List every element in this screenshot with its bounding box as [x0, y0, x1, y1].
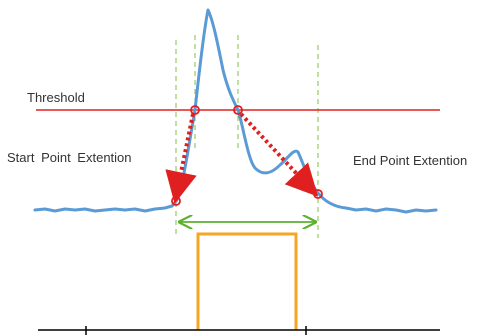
end-extension-label: End Point Extention	[353, 153, 467, 168]
threshold-crossing-rise-marker	[190, 105, 200, 115]
output-pulse	[196, 232, 298, 330]
threshold-crossing-fall-marker	[233, 105, 243, 115]
start-extension-arrow	[165, 113, 197, 204]
signal-waveform	[33, 8, 438, 214]
end-extension-arrow	[239, 112, 319, 197]
start-extension-label: Start Point Extention	[7, 150, 132, 165]
threshold-label: Threshold	[27, 90, 85, 105]
